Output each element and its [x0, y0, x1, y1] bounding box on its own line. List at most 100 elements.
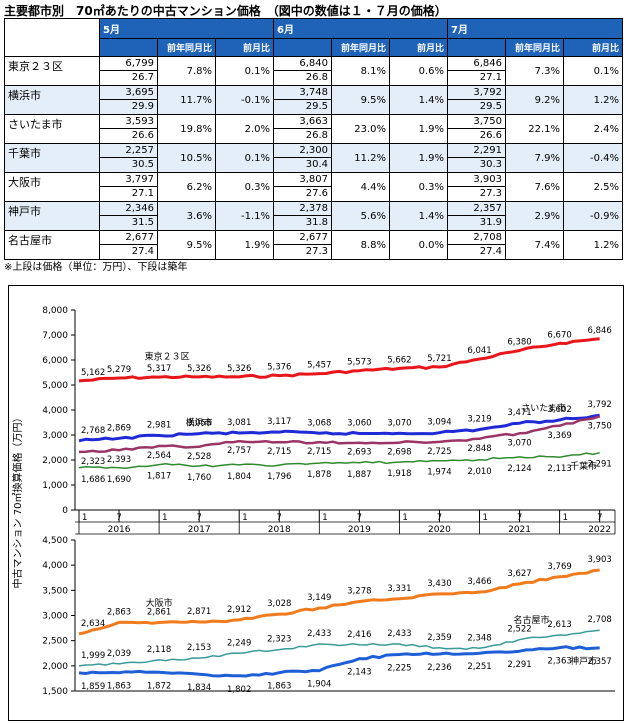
data-label: 2,433	[387, 629, 411, 639]
city-cell: 横浜市	[4, 85, 100, 115]
yoy-change-cell: 7.6%	[505, 172, 565, 202]
building-age-value: 27.3	[305, 246, 329, 257]
yoy-change-cell: 4.4%	[331, 172, 391, 202]
yoy-change-cell: 7.4%	[505, 230, 565, 260]
table-row: 東京２３区 6,799 26.7 7.8% 0.1% 6,840 26.8 8.1% 0.6% 6…	[4, 56, 624, 86]
mom-change-cell: 0.1%	[563, 56, 624, 86]
price-cell: 2,346 31.5	[99, 201, 158, 231]
data-label: 3,430	[427, 579, 451, 589]
data-label: 2,564	[147, 451, 171, 461]
x-tick-label: 7	[116, 513, 121, 523]
series-name-label: 横浜市	[186, 416, 213, 428]
data-label: 2,323	[267, 635, 291, 645]
series-name-label: 大阪市	[146, 597, 173, 609]
data-label: 6,846	[587, 326, 611, 336]
x-tick-label: 7	[597, 513, 602, 523]
data-label: 2,871	[187, 607, 211, 617]
y-tick-label: 2,000	[42, 662, 68, 672]
x-year-label: 2018	[268, 525, 291, 535]
data-label: 6,041	[467, 346, 491, 356]
data-label: 3,471	[507, 408, 531, 418]
data-label: 1,863	[107, 682, 131, 692]
price-value: 3,663	[274, 115, 332, 129]
price-cell: 2,708 27.4	[447, 230, 507, 260]
table-note: ※上段は価格（単位：万円）、下段は築年	[4, 262, 188, 273]
x-tick-label: 1	[483, 513, 488, 523]
y-tick-label: 3,000	[42, 612, 68, 622]
data-label: 2,291	[587, 460, 611, 470]
mom-change-cell: -0.9%	[563, 201, 624, 231]
building-age-value: 26.6	[131, 130, 154, 141]
yoy-header: 前年同月比	[505, 38, 565, 57]
price-value: 3,748	[274, 86, 332, 100]
y-tick-label: 2,500	[42, 637, 68, 647]
series-line	[78, 645, 600, 678]
building-age-value: 27.4	[479, 246, 503, 257]
city-cell: 神戸市	[4, 201, 100, 231]
x-year-label: 2022	[588, 525, 611, 535]
x-tick-label: 7	[437, 513, 442, 523]
building-age-value: 27.6	[305, 188, 329, 199]
y-tick-label: 6,000	[42, 356, 68, 366]
data-label: 2,143	[347, 668, 371, 678]
data-label: 5,662	[387, 355, 411, 365]
series-line	[78, 451, 600, 470]
data-label: 5,279	[107, 365, 131, 375]
price-chart: 0 1,000 2,000 3,000 4,000 5,000 6,000 7,000 8,00…	[8, 285, 624, 721]
building-age-value: 26.8	[305, 130, 329, 141]
mom-change-cell: 1.4%	[389, 85, 449, 115]
data-label: 3,149	[307, 593, 331, 603]
x-tick-label: 1	[322, 513, 327, 523]
x-year-label: 2020	[428, 525, 451, 535]
data-label: 1,918	[387, 469, 411, 479]
data-label: 5,326	[227, 364, 251, 374]
mom-change-cell: 2.4%	[563, 114, 624, 144]
building-age-value: 29.5	[479, 101, 503, 112]
price-value: 2,708	[448, 231, 506, 245]
mom-change-cell: -0.1%	[214, 85, 275, 115]
data-label: 3,070	[507, 438, 531, 448]
city-cell: 千葉市	[4, 143, 100, 173]
month-header-may: 5月	[98, 18, 275, 39]
mom-change-cell: 2.0%	[214, 114, 275, 144]
data-label: 2,416	[347, 630, 371, 640]
yoy-change-cell: 11.2%	[331, 143, 391, 173]
x-year-label: 2016	[108, 525, 131, 535]
mom-header: 前月比	[389, 38, 449, 57]
data-label: 1,817	[147, 472, 171, 482]
price-cell: 3,750 26.6	[447, 114, 507, 144]
data-label: 6,670	[547, 330, 571, 340]
table-row: 大阪市 3,797 27.1 6.2% 0.3% 3,807 27.6 4.4% 0.3% 3,9…	[4, 172, 624, 202]
y-tick-label: 4,000	[42, 561, 68, 571]
data-label: 3,466	[467, 577, 491, 587]
y-tick-label: 3,500	[42, 586, 68, 596]
yoy-change-cell: 5.6%	[331, 201, 391, 231]
data-label: 2,393	[107, 455, 131, 465]
data-label: 1,859	[81, 682, 105, 692]
mom-header: 前月比	[214, 38, 275, 57]
building-age-value: 30.3	[479, 159, 503, 170]
series-name-label: 千葉市	[570, 460, 597, 472]
price-cell: 6,840 26.8	[273, 56, 333, 86]
price-cell: 6,799 26.7	[99, 56, 158, 86]
x-tick-label: 7	[277, 513, 282, 523]
price-value: 2,291	[448, 144, 506, 158]
y-tick-label: 7,000	[42, 331, 68, 341]
mom-change-cell: 1.9%	[389, 114, 449, 144]
series-line	[78, 413, 600, 443]
price-cell: 3,903 27.3	[447, 172, 507, 202]
table-row: 神戸市 2,346 31.5 3.6% -1.1% 2,378 31.8 5.6% 1.4% 2,…	[4, 201, 624, 231]
data-label: 2,291	[507, 660, 531, 670]
page-title: 主要都市別 70㎡あたりの中古マンション価格 （図中の数値は１・７月の価格）	[4, 4, 447, 18]
data-label: 2,725	[427, 447, 451, 457]
price-value: 3,903	[448, 173, 506, 187]
data-label: 3,369	[547, 431, 571, 441]
data-label: 2,715	[267, 447, 291, 457]
building-age-value: 31.5	[131, 217, 154, 228]
data-label: 5,457	[307, 361, 331, 371]
data-label: 1,804	[227, 472, 251, 482]
table-row: さいたま市 3,593 26.6 19.8% 2.0% 3,663 26.8 23.0% 1.9…	[4, 114, 624, 144]
data-label: 3,060	[347, 419, 371, 429]
series-name-label: 名古屋市	[514, 614, 550, 626]
price-value: 3,750	[448, 115, 506, 129]
